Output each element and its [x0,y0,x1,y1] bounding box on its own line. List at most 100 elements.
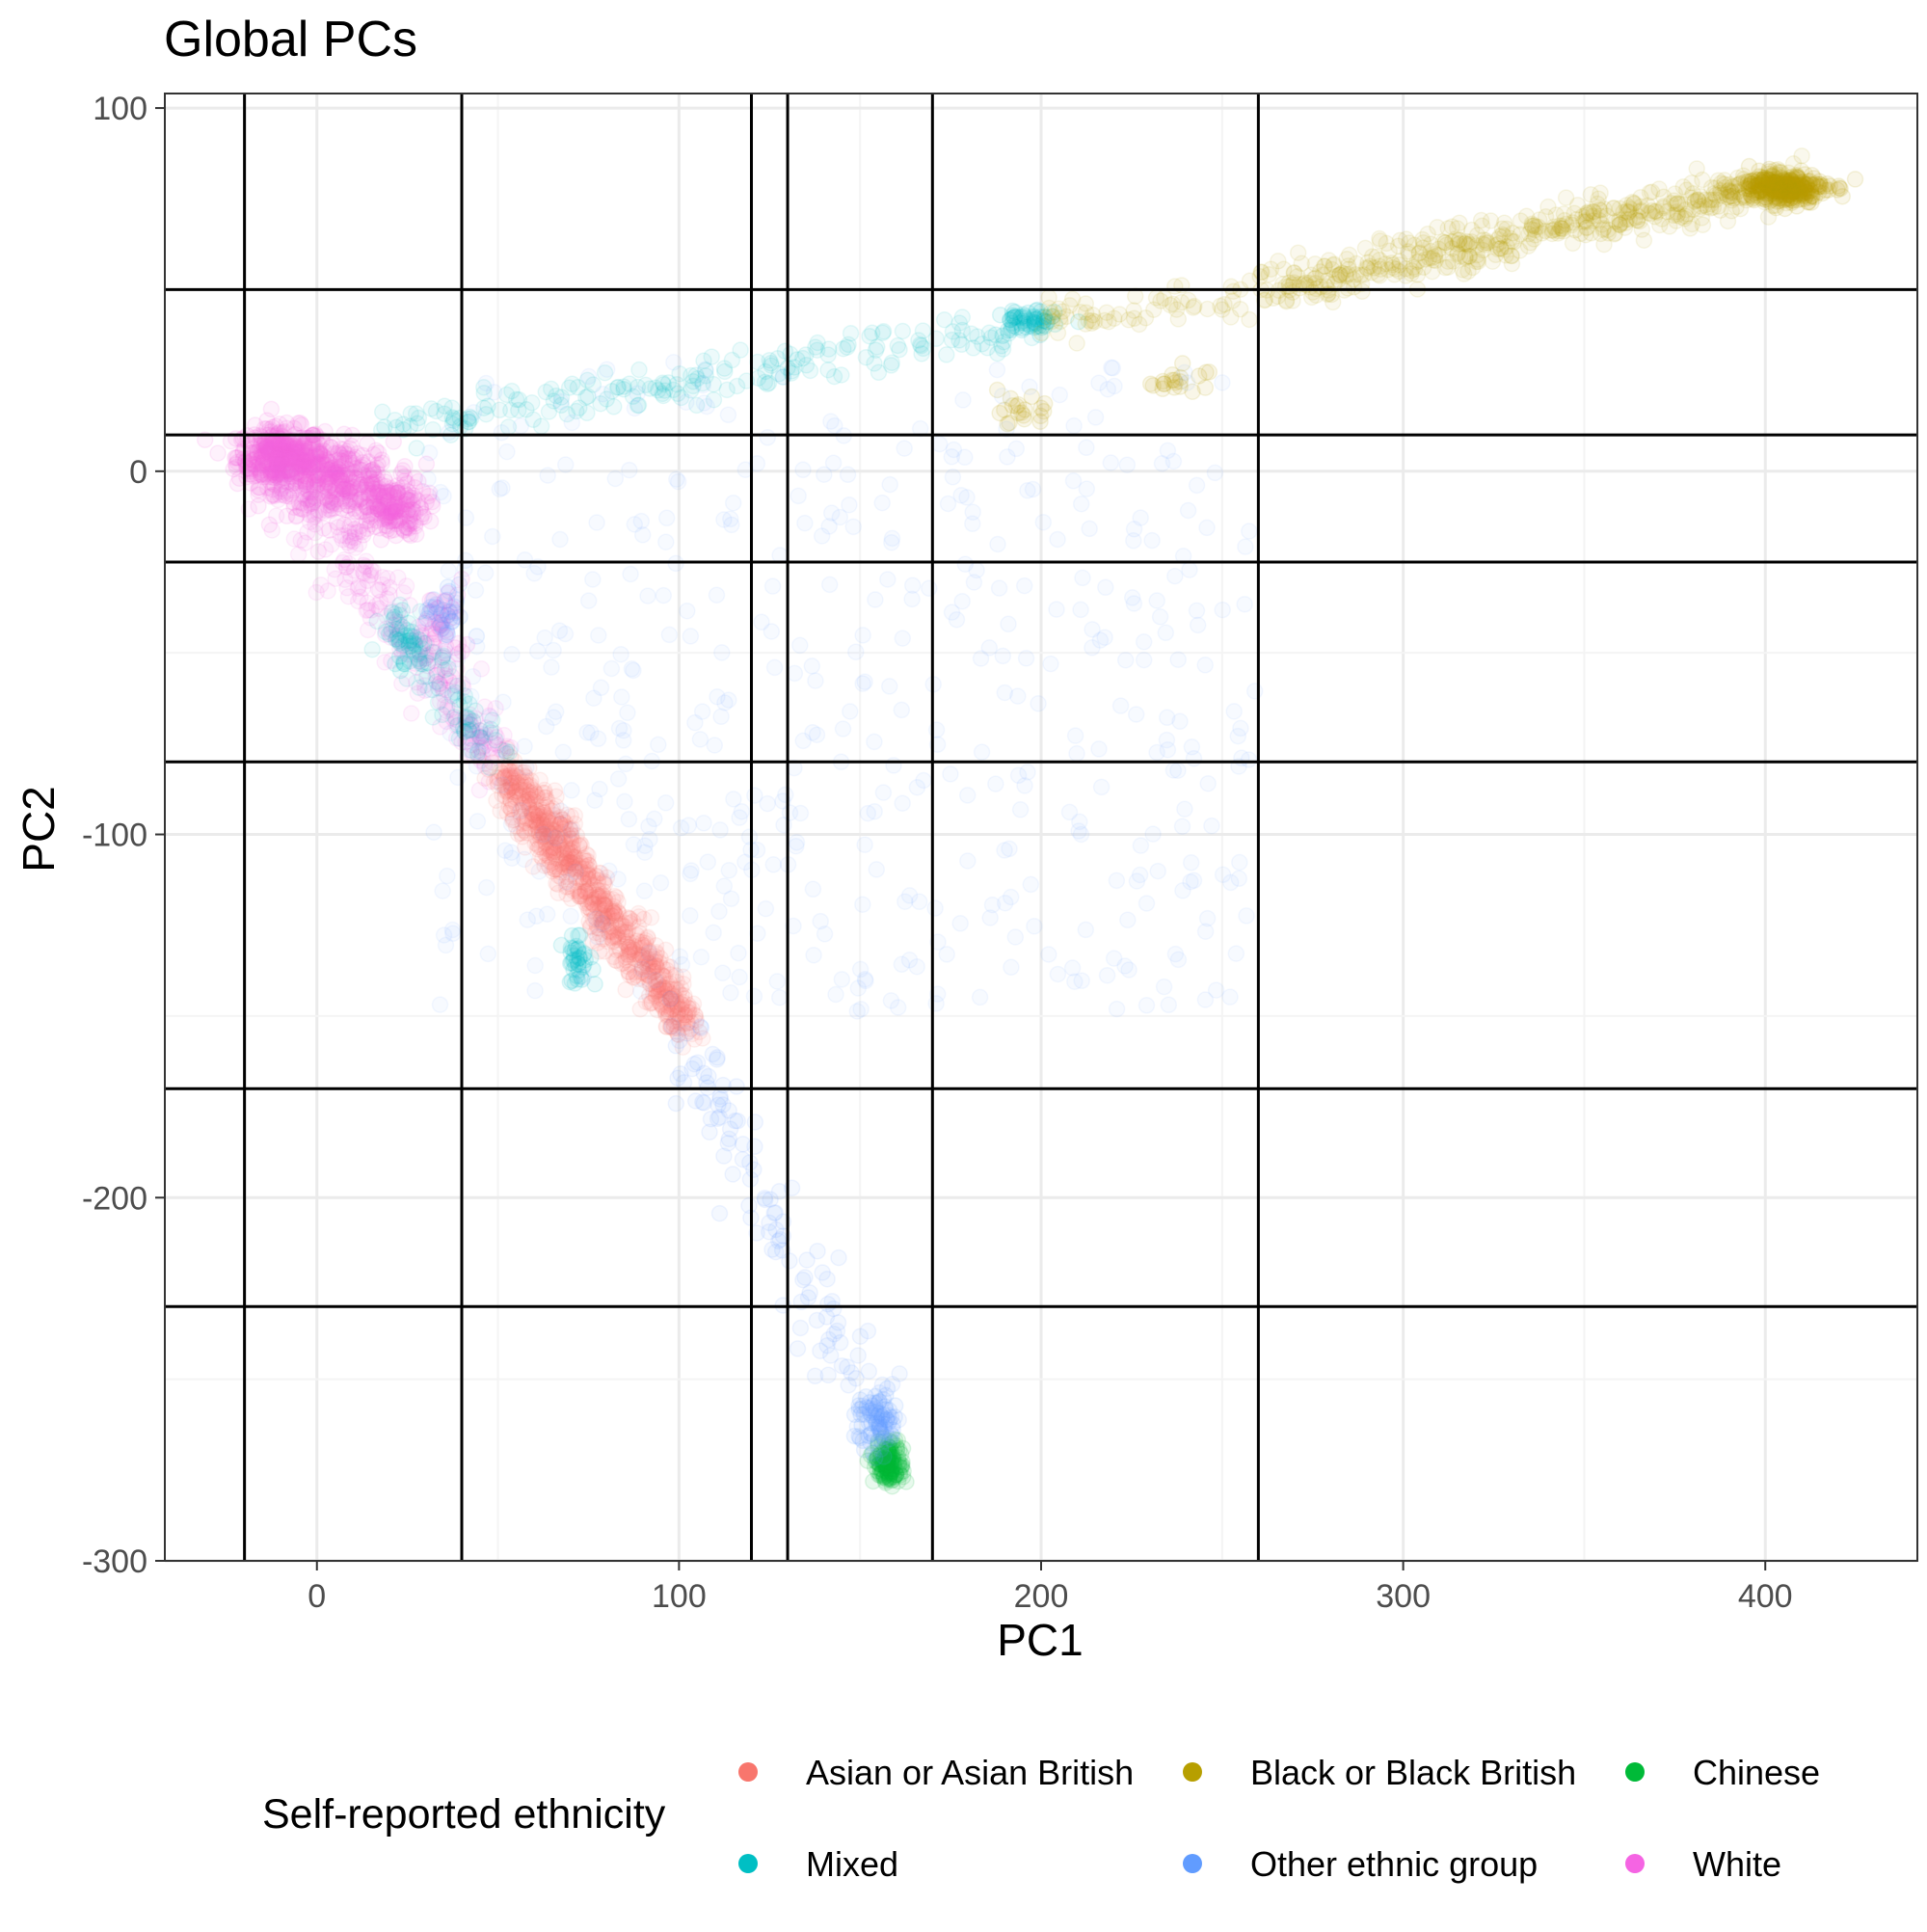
data-point [271,436,289,453]
data-point [502,816,521,833]
data-point [759,375,776,393]
data-point [588,514,605,531]
x-tick-label: 100 [652,1578,707,1615]
data-point [912,336,930,355]
data-point [740,828,759,845]
data-point [282,461,301,478]
data-point [661,990,679,1007]
data-point [874,323,893,340]
data-point [281,443,299,462]
data-point [1026,917,1043,935]
data-point [281,454,298,471]
data-point [1166,567,1184,585]
data-point [467,581,485,600]
data-point [860,1362,878,1381]
data-point [639,587,656,604]
data-point [610,904,628,923]
data-point [263,453,281,470]
data-point [830,1248,847,1267]
data-point [288,438,307,456]
data-point [1011,314,1029,332]
data-point [557,873,575,891]
data-point [1072,495,1090,513]
data-point [575,968,593,986]
data-point [866,733,883,751]
data-point [234,443,252,460]
data-point [1174,882,1191,899]
data-point [1106,377,1123,395]
data-point [272,447,289,466]
data-point [299,452,317,470]
data-point [266,466,283,484]
x-tick-label: 400 [1738,1578,1793,1615]
data-point [1017,650,1035,667]
data-point [464,667,482,685]
data-point [1655,188,1673,205]
data-point [287,470,306,488]
data-point [281,438,298,456]
data-point [440,562,458,579]
data-point [311,454,329,471]
data-point [440,423,458,442]
data-point [285,448,304,467]
data-point [263,443,281,461]
data-point [1196,657,1214,674]
data-point [678,1025,696,1042]
data-point [374,569,391,586]
data-point [809,1242,826,1260]
data-point [279,473,297,491]
data-point [1040,946,1057,963]
data-point [706,737,724,754]
data-point [1473,217,1491,235]
data-point [278,437,295,455]
data-point [944,469,962,486]
data-point [720,691,737,709]
data-point [883,354,900,371]
data-point [1127,706,1145,723]
data-point [289,460,307,477]
data-point [268,439,285,456]
data-point [926,899,944,917]
data-point [535,825,552,844]
data-point [270,448,288,467]
data-point [268,448,286,466]
data-point [255,437,273,454]
data-point [945,441,963,459]
data-point [954,391,972,409]
data-point [1049,965,1067,983]
data-point [971,988,989,1006]
data-point [368,612,386,631]
y-axis-label: PC2 [13,786,64,872]
data-point [268,456,285,473]
data-point [1519,237,1538,255]
data-point [250,478,267,496]
data-point [722,984,739,1002]
data-point [539,467,556,484]
data-point [275,439,293,457]
data-point [712,708,730,726]
data-point [292,451,310,469]
data-point [808,726,826,743]
data-point [410,650,428,668]
data-point [272,451,290,469]
data-point [973,743,991,761]
data-point [473,744,491,763]
data-point [536,629,553,647]
data-point [277,462,294,479]
data-point [1149,862,1166,880]
data-point [804,880,822,899]
data-point [502,401,520,419]
data-point [512,417,530,435]
data-point [999,448,1016,466]
data-point [503,645,521,663]
data-point [615,721,632,739]
data-point [578,404,596,422]
data-point [1448,220,1466,237]
data-point [241,461,259,478]
data-point [274,423,292,442]
data-point [942,765,959,783]
data-point [894,630,912,647]
data-point [254,447,271,466]
data-point [354,454,372,471]
y-tick-label: -300 [82,1543,147,1580]
